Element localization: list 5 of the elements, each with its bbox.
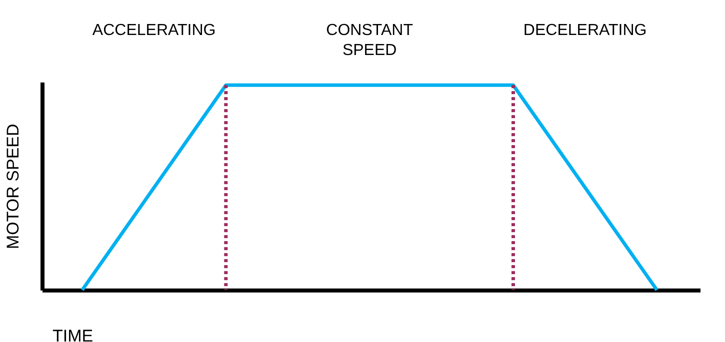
text: ACCELERATING — [92, 22, 216, 39]
text: CONSTANT SPEED — [326, 22, 414, 59]
text: DECELERATING — [523, 22, 647, 39]
x-axis-title: TIME — [52, 326, 94, 342]
y-axis-title: MOTOR SPEED — [4, 124, 22, 250]
